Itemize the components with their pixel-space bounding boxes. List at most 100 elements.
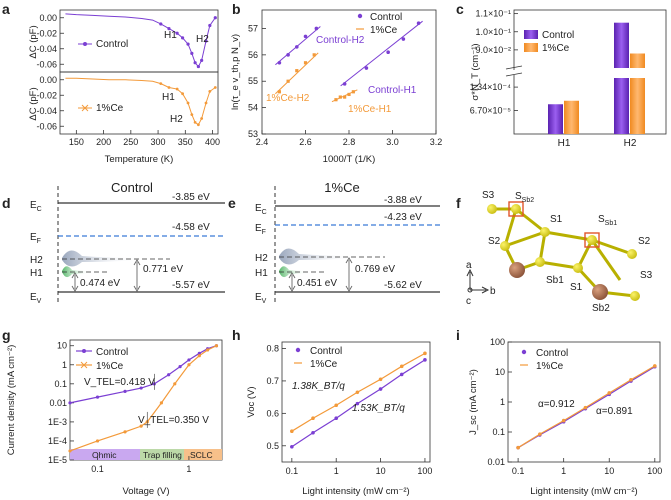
- chart-g-ytick-label: 0.01: [49, 398, 67, 408]
- chart-b-ytick-label: 53: [248, 129, 258, 139]
- chart-h-ytick-label: 0.7: [266, 376, 279, 386]
- chart-c: 6.70×10⁻⁵ 1.34×10⁻⁴ 9.0×10⁻² 1.0×10⁻¹ 1.1×10…: [470, 9, 667, 149]
- chart-g-region-sclc: [184, 449, 222, 460]
- chart-h-ytick-label: 0.8: [266, 343, 279, 353]
- chart-h-ce-point: [399, 364, 404, 369]
- chart-g-region-trap: [140, 449, 184, 460]
- chart-g-annot-vtel-control: V_TEL=0.418 V: [84, 377, 155, 388]
- chart-a-ce-point: [196, 123, 200, 127]
- label-sb2: Sb2: [592, 303, 610, 314]
- chart-b-point: [401, 37, 406, 41]
- chart-b-point: [312, 53, 316, 57]
- chart-b-point: [303, 34, 308, 39]
- chart-g-legend-ce: 1%Ce: [96, 361, 124, 372]
- chart-a-control-point: [204, 39, 208, 43]
- chart-a-xtick-label: 250: [123, 137, 138, 147]
- chart-g-control-point: [167, 373, 171, 377]
- chart-a-legend-ce-label: 1%Ce: [96, 103, 124, 114]
- chart-i-ce-point: [538, 432, 542, 436]
- chart-h-ce-point: [355, 390, 360, 395]
- band-e-ef-value: -4.23 eV: [384, 212, 422, 223]
- label-s3-right: S3: [640, 270, 653, 281]
- axes-triad: a b c: [466, 260, 496, 307]
- chart-b-point: [286, 53, 290, 57]
- chart-i-ytick-label: 10: [495, 367, 505, 377]
- chart-h-control-point: [290, 444, 294, 449]
- chart-b-point: [303, 61, 308, 65]
- chart-h-annot-control-slope: 1.53K_BT/q: [352, 403, 405, 414]
- chart-g-control-point: [95, 395, 100, 399]
- chart-c-ytick-label: 6.70×10⁻⁵: [470, 106, 512, 116]
- chart-g-ytick-label: 1E-4: [48, 436, 67, 446]
- chart-a-ce-point: [186, 101, 190, 105]
- chart-b-annot-control-h1: Control-H1: [368, 85, 417, 96]
- chart-i-legend: Control 1%Ce: [520, 348, 568, 372]
- band-diagram-ce: 1%Ce EC -3.88 eV EF -4.23 eV H2 H1 EV -5…: [255, 180, 440, 305]
- chart-g-legend-control: Control: [96, 347, 128, 358]
- chart-g-control-point: [123, 389, 127, 394]
- chart-a-ce-point: [181, 92, 184, 96]
- chart-c-ytick-label: 1.34×10⁻⁴: [470, 82, 512, 92]
- chart-i-annot-alpha-ce: α=0.912: [538, 399, 575, 410]
- atom-s1-bottom: [573, 263, 583, 273]
- band-e-h1-label: H1: [255, 268, 268, 279]
- panel-label-i: i: [456, 327, 460, 343]
- panel-label-c: c: [456, 1, 464, 17]
- chart-a-annot-h1-top: H1: [164, 30, 177, 41]
- chart-i-xlabel: Light intensity (mW cm⁻²): [530, 486, 637, 497]
- chart-b-point: [342, 82, 347, 86]
- label-s1-top: S1: [550, 214, 563, 225]
- chart-b-point: [364, 66, 369, 70]
- chart-g-ytick-label: 1E-3: [48, 417, 67, 427]
- chart-a-control-point: [167, 27, 171, 31]
- chart-b-fit-line: [275, 52, 319, 95]
- panel-label-b: b: [232, 1, 241, 17]
- chart-a-ce-point: [167, 86, 171, 89]
- label-s3-top: S3: [482, 190, 495, 201]
- chart-a-ce-point: [175, 87, 179, 91]
- chart-b-point: [351, 90, 355, 94]
- chart-b-annot-ce-h2: 1%Ce-H2: [266, 93, 310, 104]
- chart-a-ce-point: [190, 113, 194, 117]
- chart-a-control-point: [196, 64, 200, 69]
- chart-h-ytick-label: 0.5: [266, 441, 279, 451]
- panel-label-d: d: [2, 195, 11, 211]
- chart-g: Ohmic Trap filling SCLC 1E-5 1E-4 1E-3 0.01…: [6, 339, 223, 497]
- chart-c-bar: [548, 104, 563, 134]
- chart-a-legend-ce: 1%Ce: [78, 103, 124, 114]
- chart-a-control-point: [175, 31, 179, 35]
- chart-c-xtick-h2: H2: [624, 138, 637, 149]
- chart-c-bar: [630, 53, 645, 134]
- chart-i-ce-point: [607, 391, 612, 395]
- chart-b-point: [416, 21, 421, 25]
- band-d-title: Control: [111, 180, 153, 195]
- chart-h-ce-point: [334, 403, 339, 408]
- chart-h-xtick-label: 1: [334, 466, 339, 476]
- chart-g-region-ohmic-label: Ohmic: [92, 450, 117, 460]
- chart-b-ytick-label: 57: [248, 23, 258, 33]
- chart-g-ce-point: [68, 449, 72, 453]
- chart-i-ytick-label: 100: [490, 337, 505, 347]
- band-d-ef-label: EF: [30, 232, 41, 245]
- panel-label-a: a: [2, 1, 10, 17]
- chart-g-ytick-label: 0.1: [54, 379, 67, 389]
- band-e-title: 1%Ce: [324, 180, 359, 195]
- band-e-ef-label: EF: [255, 223, 266, 236]
- chart-a-control-point: [190, 51, 194, 56]
- chart-b-point: [286, 79, 290, 83]
- chart-b: 53 54 55 56 57 2.4 2.6 2.8 3.0 3.2 ln(τ_e v_th,p…: [230, 9, 442, 165]
- band-e-ev-label: EV: [255, 292, 267, 305]
- band-d-h1-trap: [62, 266, 90, 278]
- chart-a-ce-point: [200, 117, 204, 120]
- chart-c-bar: [614, 22, 629, 134]
- chart-a-xtick-label: 300: [151, 137, 166, 147]
- chart-c-bar-break: [608, 68, 656, 78]
- chart-a-ce-point: [208, 89, 212, 93]
- crystal-structure: S3 SSb2 S1 SSb1 S2 S2 Sb1 S1 S3 Sb2 a b …: [466, 190, 653, 314]
- chart-c-legend: Control 1%Ce: [524, 30, 574, 54]
- chart-g-region-trap-label: Trap filling: [143, 450, 182, 460]
- chart-a-xtick-label: 400: [205, 137, 220, 147]
- chart-a-ce-point: [159, 82, 163, 86]
- chart-g-ce-point: [123, 430, 127, 434]
